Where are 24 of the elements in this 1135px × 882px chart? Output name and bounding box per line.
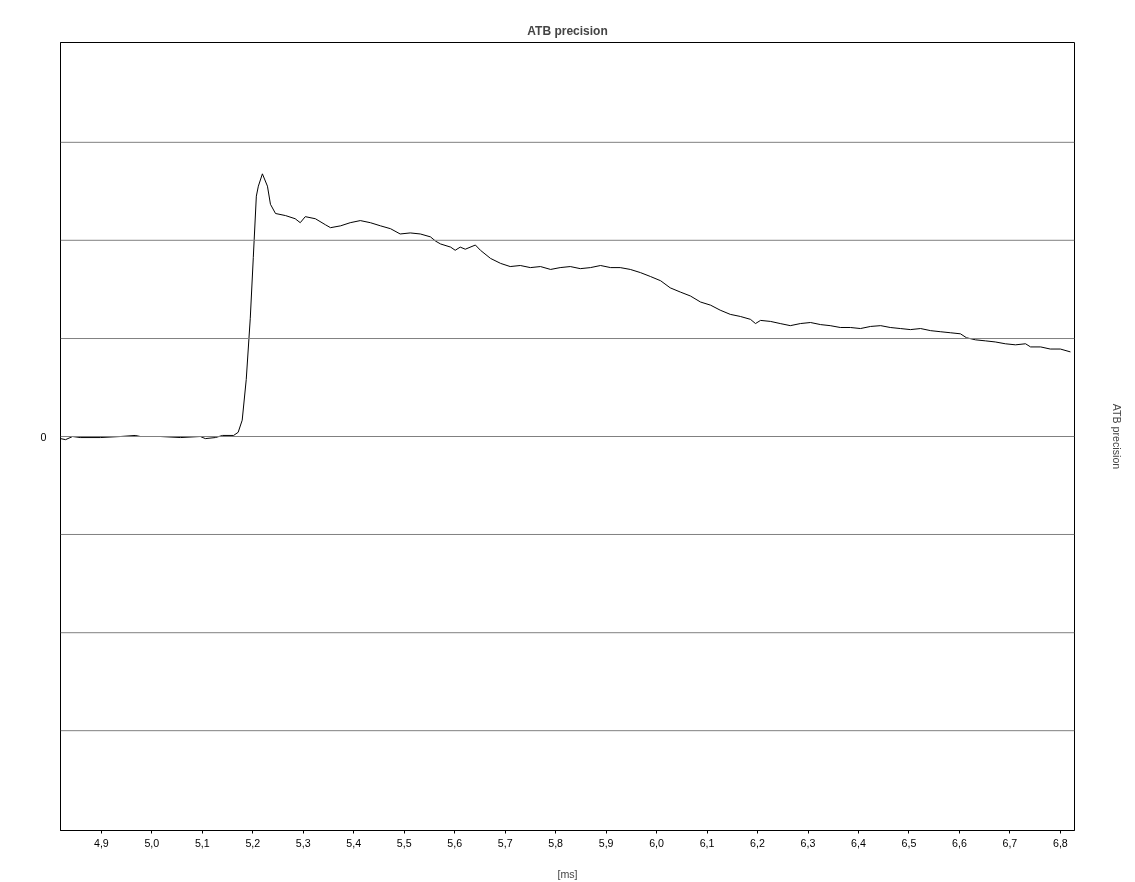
x-tick-label: 6,2 — [750, 836, 766, 849]
x-tick-label: 4,9 — [93, 836, 109, 849]
x-tick-label: 6,3 — [800, 836, 816, 849]
ref-line-label: 0 — [40, 430, 47, 443]
x-tick-label: 5,9 — [598, 836, 614, 849]
chart-title: ATB precision — [527, 23, 608, 38]
x-tick-label: 6,6 — [952, 836, 967, 849]
x-tick-label: 6,4 — [851, 836, 866, 849]
x-tick-label: 6,7 — [1002, 836, 1018, 849]
x-tick-label: 5,6 — [447, 836, 463, 849]
x-tick-label: 6,1 — [699, 836, 715, 849]
x-tick-label: 6,8 — [1052, 836, 1068, 849]
x-tick-label: 5,0 — [144, 836, 160, 849]
x-tick-label: 5,8 — [548, 836, 564, 849]
x-axis-title: [ms] — [557, 867, 578, 880]
x-tick-label: 5,2 — [245, 836, 261, 849]
x-tick-label: 5,1 — [194, 836, 210, 849]
x-tick-label: 5,4 — [346, 836, 362, 849]
x-tick-label: 5,3 — [295, 836, 311, 849]
x-tick-label: 5,5 — [396, 836, 412, 849]
x-tick-label: 6,0 — [649, 836, 665, 849]
y2-axis-title: ATB precision — [1110, 403, 1123, 470]
x-tick-label: 6,5 — [901, 836, 917, 849]
x-tick-label: 5,7 — [497, 836, 513, 849]
